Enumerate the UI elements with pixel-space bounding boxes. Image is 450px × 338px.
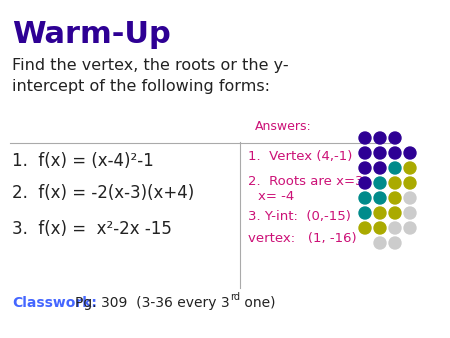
- Circle shape: [389, 132, 401, 144]
- Circle shape: [374, 222, 386, 234]
- Text: 2.  Roots are x=3,: 2. Roots are x=3,: [248, 175, 368, 188]
- Circle shape: [374, 207, 386, 219]
- Circle shape: [389, 237, 401, 249]
- Text: vertex:   (1, -16): vertex: (1, -16): [248, 232, 356, 245]
- Circle shape: [389, 177, 401, 189]
- Circle shape: [389, 147, 401, 159]
- Circle shape: [374, 132, 386, 144]
- Text: Find the vertex, the roots or the y-
intercept of the following forms:: Find the vertex, the roots or the y- int…: [12, 58, 288, 94]
- Circle shape: [359, 132, 371, 144]
- Circle shape: [359, 207, 371, 219]
- Circle shape: [359, 162, 371, 174]
- Circle shape: [389, 207, 401, 219]
- Circle shape: [374, 177, 386, 189]
- Text: rd: rd: [230, 292, 240, 302]
- Circle shape: [389, 162, 401, 174]
- Circle shape: [404, 222, 416, 234]
- Text: one): one): [240, 296, 275, 310]
- Text: 1.  Vertex (4,-1): 1. Vertex (4,-1): [248, 150, 352, 163]
- Circle shape: [374, 147, 386, 159]
- Circle shape: [404, 147, 416, 159]
- Text: 3.  f(x) =  x²-2x -15: 3. f(x) = x²-2x -15: [12, 220, 172, 238]
- Circle shape: [359, 192, 371, 204]
- Text: Pg. 309  (3-36 every 3: Pg. 309 (3-36 every 3: [75, 296, 230, 310]
- Circle shape: [404, 162, 416, 174]
- Circle shape: [359, 222, 371, 234]
- Circle shape: [374, 162, 386, 174]
- Circle shape: [404, 192, 416, 204]
- Circle shape: [359, 147, 371, 159]
- Text: x= -4: x= -4: [258, 190, 294, 203]
- Text: Classwork:: Classwork:: [12, 296, 97, 310]
- Circle shape: [374, 192, 386, 204]
- Text: 1.  f(x) = (x-4)²-1: 1. f(x) = (x-4)²-1: [12, 152, 154, 170]
- Text: Answers:: Answers:: [255, 120, 312, 133]
- Text: Warm-Up: Warm-Up: [12, 20, 171, 49]
- Circle shape: [374, 237, 386, 249]
- Text: 3. Y-int:  (0,-15): 3. Y-int: (0,-15): [248, 210, 351, 223]
- Circle shape: [359, 177, 371, 189]
- Circle shape: [389, 192, 401, 204]
- Circle shape: [389, 222, 401, 234]
- Text: 2.  f(x) = -2(x-3)(x+4): 2. f(x) = -2(x-3)(x+4): [12, 184, 194, 202]
- Circle shape: [404, 207, 416, 219]
- Circle shape: [404, 177, 416, 189]
